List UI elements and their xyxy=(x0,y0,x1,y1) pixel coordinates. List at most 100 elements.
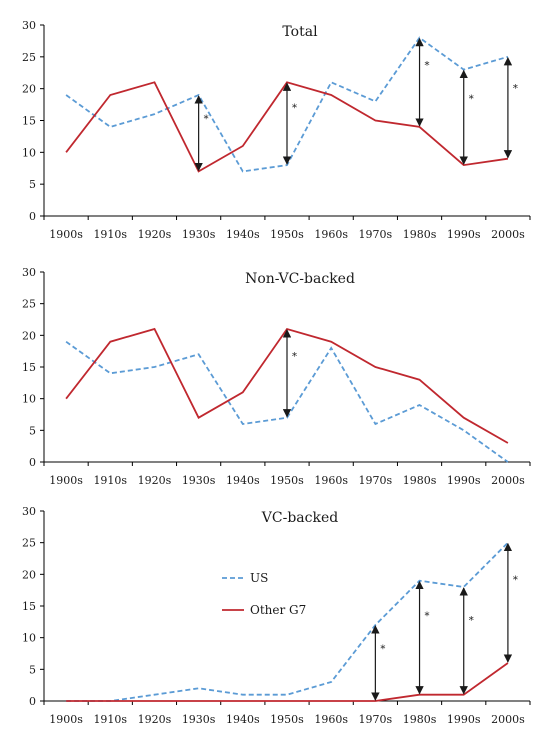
data-point xyxy=(198,700,200,702)
significance-star: * xyxy=(469,615,474,626)
data-point xyxy=(330,700,332,702)
y-tick-label: 30 xyxy=(22,19,36,32)
x-tick-label: 1950s xyxy=(270,228,304,241)
data-point xyxy=(154,113,156,115)
data-point xyxy=(330,341,332,343)
data-point xyxy=(198,171,200,173)
data-point xyxy=(507,542,509,544)
y-tick-label: 30 xyxy=(22,505,36,518)
y-tick-label: 15 xyxy=(22,115,36,128)
data-point xyxy=(242,694,244,696)
chart-title: Non-VC-backed xyxy=(245,271,355,287)
significance-star: * xyxy=(425,611,430,622)
x-tick-label: 1960s xyxy=(314,474,348,487)
data-point xyxy=(286,328,288,330)
data-point xyxy=(375,624,377,626)
y-tick-label: 25 xyxy=(22,51,36,64)
data-point xyxy=(286,164,288,166)
x-tick-label: 1930s xyxy=(182,228,216,241)
y-tick-label: 0 xyxy=(29,456,36,469)
x-tick-label: 1910s xyxy=(93,713,127,726)
data-point xyxy=(419,37,421,39)
significance-star: * xyxy=(204,114,209,125)
x-tick-label: 1980s xyxy=(403,713,437,726)
y-tick-label: 20 xyxy=(22,83,36,96)
data-point xyxy=(330,94,332,96)
legend-label: Other G7 xyxy=(250,603,306,617)
y-tick-label: 20 xyxy=(22,329,36,342)
data-point xyxy=(65,152,67,154)
y-tick-label: 25 xyxy=(22,537,36,550)
data-point xyxy=(242,145,244,147)
chart-title: Total xyxy=(282,24,318,40)
y-tick-label: 20 xyxy=(22,568,36,581)
data-point xyxy=(375,423,377,425)
data-point xyxy=(286,417,288,419)
significance-star: * xyxy=(425,60,430,71)
data-point xyxy=(65,341,67,343)
y-tick-label: 5 xyxy=(29,424,36,437)
x-tick-label: 1970s xyxy=(359,228,393,241)
x-tick-label: 1980s xyxy=(403,474,437,487)
series-line-us xyxy=(66,542,509,702)
data-point xyxy=(242,392,244,394)
series-line-other-g7 xyxy=(65,81,509,173)
x-tick-label: 1950s xyxy=(270,474,304,487)
chart-panel-2: 0 5 10 15 20 25 30 1900s 1910s 1920s 1930s 1940s 195… xyxy=(22,266,531,487)
x-tick-label: 1920s xyxy=(138,713,172,726)
x-tick-label: 1930s xyxy=(182,713,216,726)
data-point xyxy=(154,328,156,330)
x-tick-label: 2000s xyxy=(491,474,525,487)
x-tick-label: 2000s xyxy=(491,713,525,726)
legend-label: US xyxy=(250,571,268,585)
data-point xyxy=(330,681,332,683)
x-tick-label: 1990s xyxy=(447,228,481,241)
data-point xyxy=(507,442,509,444)
data-point xyxy=(198,417,200,419)
data-point xyxy=(463,164,465,166)
data-point xyxy=(419,404,421,406)
x-tick-label: 2000s xyxy=(491,228,525,241)
y-tick-label: 5 xyxy=(29,663,36,676)
data-point xyxy=(65,700,67,702)
chart-panel-1: 0 5 10 15 20 25 30 1900s 1910s 1920s 1930s 1940s 195… xyxy=(22,19,531,241)
data-point xyxy=(286,700,288,702)
x-tick-label: 1920s xyxy=(138,228,172,241)
significance-star: * xyxy=(292,103,297,114)
chart-panel-3: 0 5 10 15 20 25 30 1900s 1910s 1920s 1930s 1940s 195… xyxy=(22,505,531,726)
x-tick-label: 1940s xyxy=(226,474,260,487)
data-point xyxy=(242,171,244,173)
data-point xyxy=(109,700,111,702)
x-tick-label: 1950s xyxy=(270,713,304,726)
y-tick-label: 25 xyxy=(22,298,36,311)
data-point xyxy=(242,423,244,425)
data-point xyxy=(507,56,509,58)
data-point xyxy=(419,379,421,381)
data-point xyxy=(463,694,465,696)
data-point xyxy=(330,82,332,84)
y-tick-label: 0 xyxy=(29,210,36,223)
data-point xyxy=(375,101,377,103)
data-point xyxy=(198,94,200,96)
data-point xyxy=(198,354,200,356)
data-point xyxy=(65,398,67,400)
x-tick-label: 1970s xyxy=(359,474,393,487)
x-tick-label: 1910s xyxy=(93,228,127,241)
data-point xyxy=(109,94,111,96)
data-point xyxy=(154,366,156,368)
significance-star: * xyxy=(513,575,518,586)
x-tick-label: 1910s xyxy=(93,474,127,487)
y-tick-label: 5 xyxy=(29,178,36,191)
data-point xyxy=(154,694,156,696)
x-tick-label: 1900s xyxy=(49,713,83,726)
series-line-us xyxy=(65,340,509,463)
y-tick-label: 0 xyxy=(29,695,36,708)
data-point xyxy=(419,694,421,696)
data-point xyxy=(507,662,509,664)
data-point xyxy=(375,700,377,702)
y-tick-label: 15 xyxy=(22,361,36,374)
data-point xyxy=(463,417,465,419)
data-point xyxy=(154,82,156,84)
data-point xyxy=(65,94,67,96)
x-tick-label: 1940s xyxy=(226,713,260,726)
